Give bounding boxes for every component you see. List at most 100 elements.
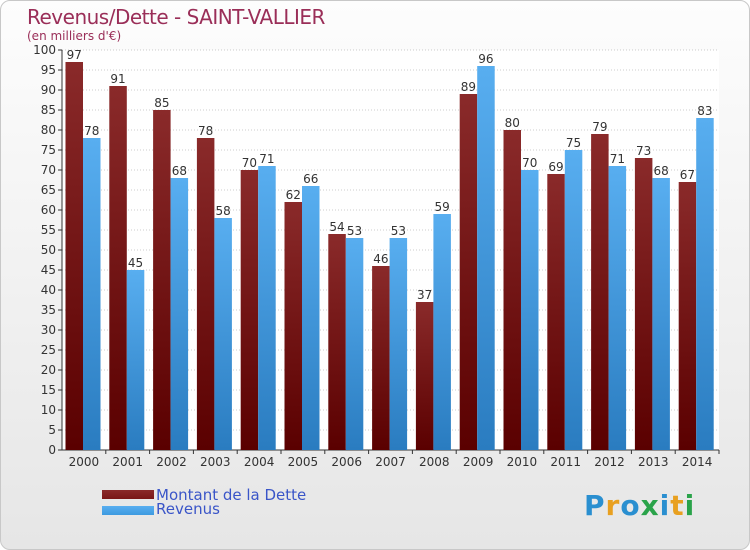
x-tick-label: 2007 [375, 455, 406, 469]
y-tick-label: 55 [41, 223, 56, 237]
dette-value-label: 69 [548, 160, 563, 174]
dette-bar [415, 302, 434, 450]
x-tick-label: 2011 [550, 455, 581, 469]
chart-subtitle: (en milliers d'€) [27, 29, 122, 43]
y-tick-label: 20 [41, 363, 56, 377]
dette-bar [328, 234, 346, 450]
dette-bar [372, 266, 390, 450]
revenus-bar [170, 178, 189, 450]
revenus-value-label: 71 [259, 152, 274, 166]
dette-value-label: 46 [373, 252, 388, 266]
revenus-bar [564, 150, 583, 450]
revenus-bar [608, 166, 627, 450]
dette-bar [153, 110, 171, 450]
dette-bar [591, 134, 609, 450]
x-tick-label: 2010 [507, 455, 538, 469]
revenus-value-label: 83 [697, 104, 712, 118]
proxiti-logo: Proxiti [584, 489, 696, 522]
revenus-bar [258, 166, 276, 450]
revenus-value-label: 53 [391, 224, 406, 238]
revenus-bar [521, 170, 539, 450]
y-tick-label: 70 [41, 163, 56, 177]
dette-bar [503, 130, 521, 450]
y-tick-label: 95 [41, 63, 56, 77]
x-tick-label: 2003 [200, 455, 231, 469]
revenus-bar [214, 218, 232, 450]
revenus-bar [345, 238, 364, 450]
x-tick-label: 2000 [69, 455, 100, 469]
y-tick-label: 90 [41, 83, 56, 97]
revenus-bar [389, 238, 408, 450]
dette-value-label: 37 [417, 288, 432, 302]
y-tick-label: 100 [33, 43, 56, 57]
y-tick-label: 85 [41, 103, 56, 117]
legend-swatch-revenus [102, 506, 154, 515]
revenus-value-label: 78 [84, 124, 99, 138]
revenus-value-label: 68 [172, 164, 187, 178]
y-tick-label: 65 [41, 183, 56, 197]
revenus-bar [696, 118, 714, 450]
revenus-value-label: 45 [128, 256, 143, 270]
dette-bar [634, 158, 653, 450]
dette-value-label: 62 [286, 188, 301, 202]
revenus-value-label: 59 [435, 200, 450, 214]
revenus-value-label: 70 [522, 156, 537, 170]
y-tick-label: 40 [41, 283, 56, 297]
revenus-value-label: 66 [303, 172, 318, 186]
dette-value-label: 54 [329, 220, 344, 234]
revenus-value-label: 71 [610, 152, 625, 166]
dette-value-label: 85 [154, 96, 169, 110]
dette-bar [65, 62, 83, 450]
y-tick-label: 30 [41, 323, 56, 337]
dette-value-label: 73 [636, 144, 651, 158]
dette-bar [284, 202, 302, 450]
dette-value-label: 70 [242, 156, 257, 170]
x-tick-label: 2006 [331, 455, 362, 469]
y-tick-label: 45 [41, 263, 56, 277]
revenus-bar [652, 178, 670, 450]
revenus-value-label: 58 [216, 204, 231, 218]
y-tick-label: 0 [48, 443, 56, 457]
chart-title: Revenus/Dette - SAINT-VALLIER [27, 5, 325, 29]
revenus-bar [433, 214, 451, 450]
y-tick-label: 10 [41, 403, 56, 417]
legend-swatch-dette [102, 490, 154, 499]
revenus-bar [302, 186, 320, 450]
x-tick-label: 2013 [638, 455, 669, 469]
dette-value-label: 78 [198, 124, 213, 138]
revenus-value-label: 53 [347, 224, 362, 238]
x-tick-label: 2004 [244, 455, 275, 469]
x-tick-label: 2001 [112, 455, 143, 469]
dette-value-label: 80 [505, 116, 520, 130]
dette-value-label: 91 [110, 72, 125, 86]
dette-bar [547, 174, 565, 450]
revenus-value-label: 68 [654, 164, 669, 178]
dette-value-label: 97 [67, 48, 82, 62]
y-tick-label: 75 [41, 143, 56, 157]
legend-label-revenus: Revenus [156, 500, 220, 518]
legend-label-dette: Montant de la Dette [156, 486, 307, 504]
revenus-value-label: 96 [478, 52, 493, 66]
x-tick-label: 2009 [463, 455, 494, 469]
dette-bar [109, 86, 127, 450]
revenus-bar [126, 270, 145, 450]
dette-value-label: 67 [680, 168, 695, 182]
y-tick-label: 80 [41, 123, 56, 137]
dette-value-label: 79 [592, 120, 607, 134]
x-tick-label: 2005 [288, 455, 319, 469]
y-tick-label: 15 [41, 383, 56, 397]
dette-bar [196, 138, 215, 450]
revenus-value-label: 75 [566, 136, 581, 150]
revenus-bar [83, 138, 101, 450]
x-tick-label: 2002 [156, 455, 187, 469]
dette-bar [678, 182, 697, 450]
x-tick-label: 2008 [419, 455, 450, 469]
dette-bar [240, 170, 259, 450]
y-tick-label: 25 [41, 343, 56, 357]
y-tick-label: 35 [41, 303, 56, 317]
y-tick-label: 5 [48, 423, 56, 437]
x-tick-label: 2012 [594, 455, 625, 469]
dette-bar [459, 94, 478, 450]
